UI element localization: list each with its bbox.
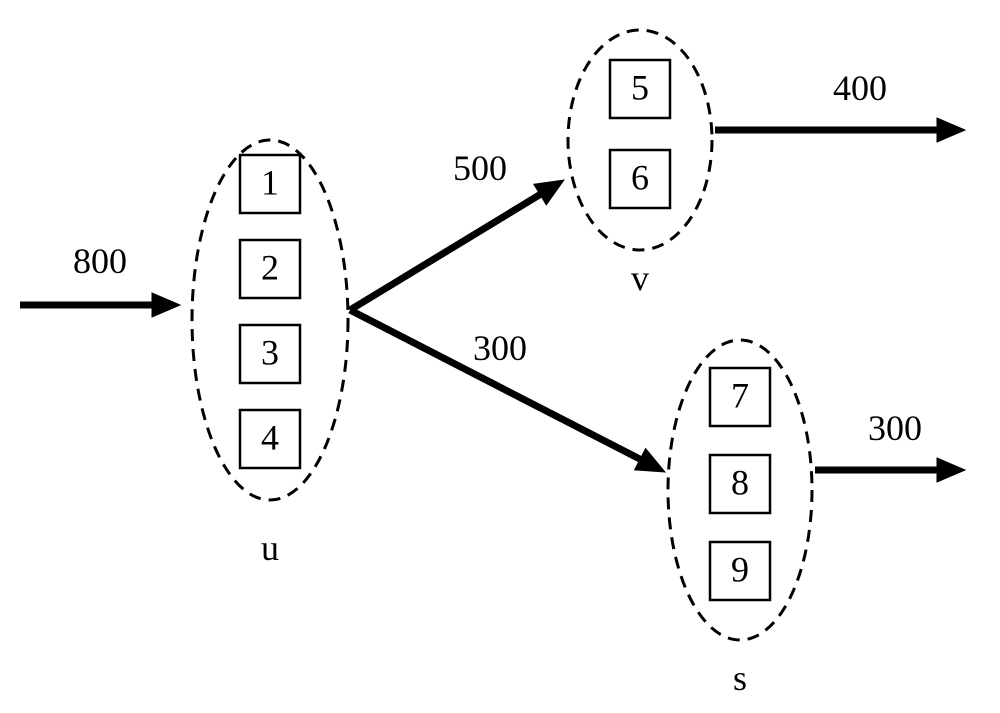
edge-u_s-label: 300 — [473, 328, 527, 368]
node-label-7: 7 — [731, 375, 749, 415]
node-label-4: 4 — [261, 417, 279, 457]
node-label-8: 8 — [731, 462, 749, 502]
node-label-9: 9 — [731, 549, 749, 589]
edge-out_v-label: 400 — [833, 68, 887, 108]
node-label-2: 2 — [261, 247, 279, 287]
node-label-1: 1 — [261, 162, 279, 202]
edge-in_u-label: 800 — [73, 241, 127, 281]
edge-out_v-arrowhead — [937, 118, 965, 142]
network-diagram: 800 500 300 400 300 1 2 3 4 u 5 6 v 7 8 9 s — [0, 0, 1000, 713]
node-label-6: 6 — [631, 157, 649, 197]
node-label-3: 3 — [261, 332, 279, 372]
group-v-label: v — [631, 258, 649, 298]
edge-u_v-arrowhead — [534, 180, 564, 205]
edge-u_v-label: 500 — [453, 148, 507, 188]
group-u-label: u — [261, 528, 279, 568]
edge-in_u-arrowhead — [152, 293, 180, 317]
group-s-label: s — [733, 658, 747, 698]
edge-u_s-arrowhead — [635, 449, 665, 472]
edge-u_v — [350, 195, 540, 310]
node-label-5: 5 — [631, 67, 649, 107]
edge-out_s-arrowhead — [937, 458, 965, 482]
edge-out_s-label: 300 — [868, 408, 922, 448]
